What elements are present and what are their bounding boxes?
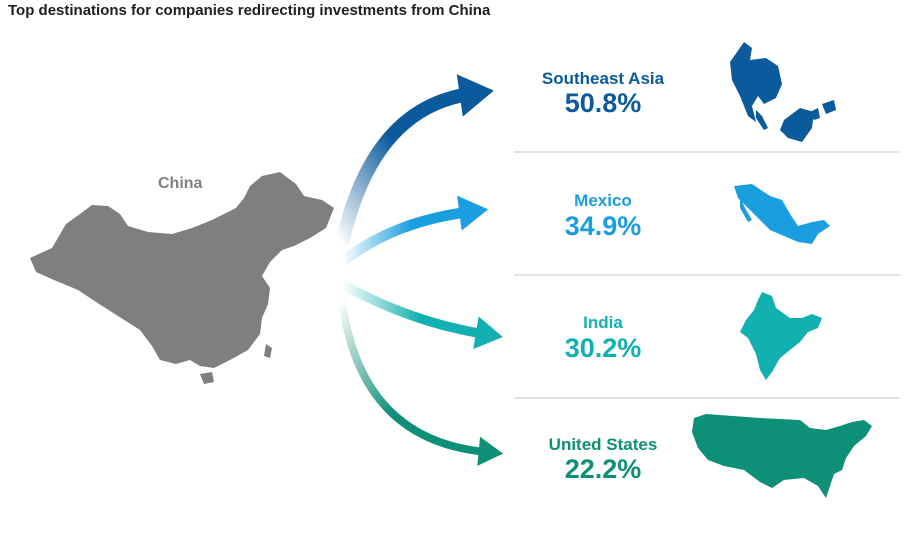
destination-value-southeast-asia: 50.8% [565, 88, 642, 118]
flow-arrowhead-united-states [477, 436, 504, 466]
destination-name-mexico: Mexico [574, 191, 632, 210]
origin-label: China [158, 175, 203, 192]
mexico-map-icon [734, 184, 830, 244]
destination-name-united-states: United States [549, 435, 658, 454]
destination-value-united-states: 22.2% [565, 454, 642, 484]
chart-title: Top destinations for companies redirecti… [8, 2, 491, 19]
flow-arrowhead-india [473, 316, 503, 349]
destination-value-mexico: 34.9% [565, 211, 642, 241]
destination-value-india: 30.2% [565, 333, 642, 363]
destination-name-southeast-asia: Southeast Asia [542, 69, 665, 88]
flow-arrowhead-mexico [457, 195, 489, 231]
flow-arrows [335, 74, 504, 466]
united-states-map-icon [692, 414, 872, 498]
flow-arrowhead-southeast-asia [456, 74, 494, 117]
taiwan-island-icon [264, 344, 272, 358]
india-map-icon [740, 292, 822, 380]
destination-name-india: India [583, 313, 623, 332]
china-map-icon [30, 172, 334, 368]
flow-arrow-india [339, 279, 485, 339]
flow-arrow-southeast-asia [335, 87, 472, 246]
southeast-asia-map-icon [730, 42, 836, 142]
flow-arrow-united-states [338, 299, 487, 456]
hainan-island-icon [200, 372, 214, 384]
flow-arrow-mexico [338, 206, 469, 267]
